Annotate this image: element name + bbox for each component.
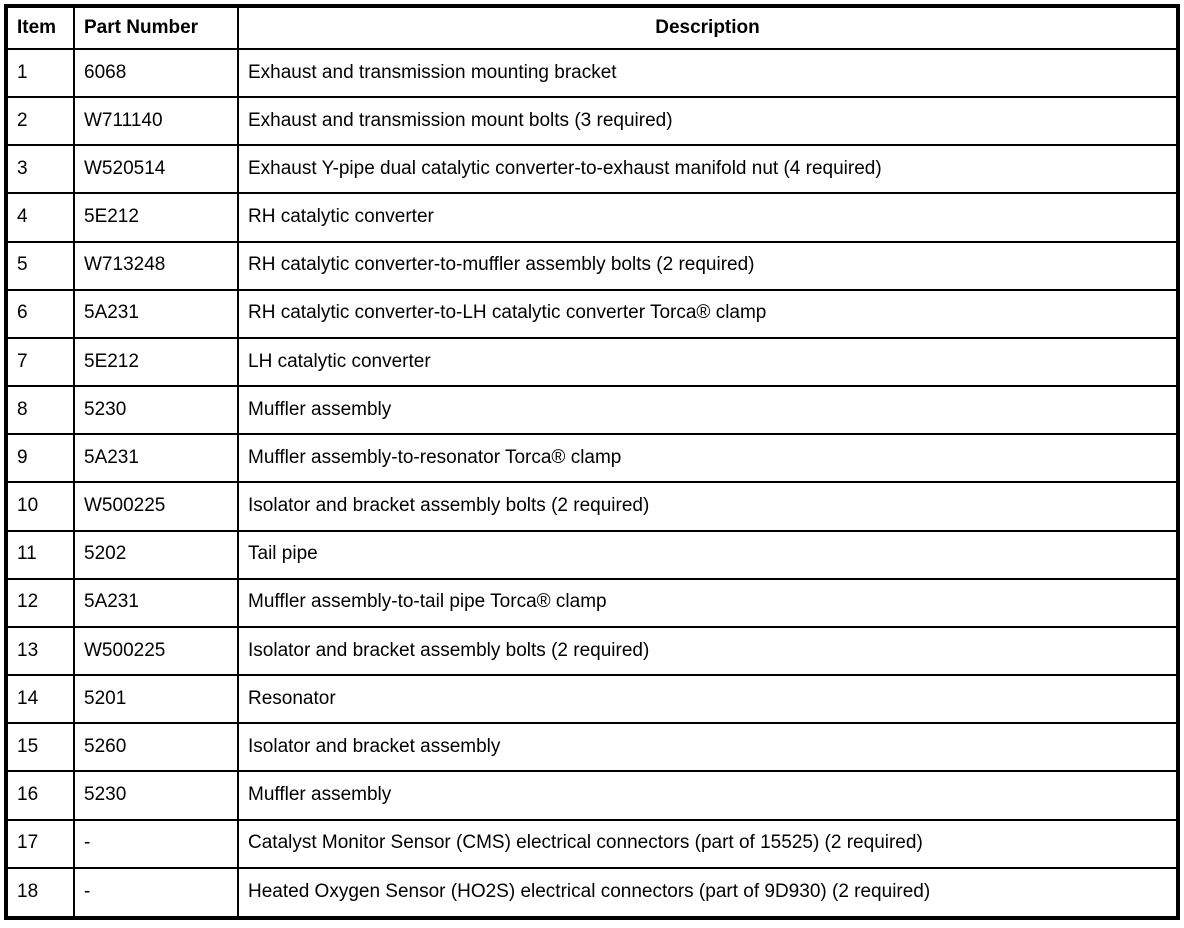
column-header-item: Item <box>5 5 75 50</box>
cell-item: 1 <box>5 47 75 99</box>
table-row: 6 5A231 RH catalytic converter-to-LH cat… <box>5 288 1179 339</box>
cell-item: 5 <box>5 240 75 291</box>
cell-part-number: W500225 <box>73 481 239 532</box>
cell-description: RH catalytic converter-to-muffler assemb… <box>237 240 1179 291</box>
cell-description: Isolator and bracket assembly bolts (2 r… <box>237 625 1179 677</box>
cell-part-number: W711140 <box>73 96 239 147</box>
table-row: 15 5260 Isolator and bracket assembly <box>5 722 1179 773</box>
cell-description: Muffler assembly <box>237 385 1179 436</box>
cell-item: 8 <box>5 385 75 436</box>
table-row: 14 5201 Resonator <box>5 674 1179 725</box>
cell-part-number: 5A231 <box>73 288 239 339</box>
cell-description: Exhaust Y-pipe dual catalytic converter-… <box>237 144 1179 195</box>
cell-item: 18 <box>5 866 75 920</box>
cell-item: 2 <box>5 96 75 147</box>
table-row: 7 5E212 LH catalytic converter <box>5 336 1179 388</box>
parts-table: Item Part Number Description 1 6068 Exha… <box>4 4 1180 920</box>
cell-description: Tail pipe <box>237 529 1179 580</box>
table-row: 16 5230 Muffler assembly <box>5 770 1179 821</box>
cell-part-number: 5202 <box>73 529 239 580</box>
cell-part-number: 5A231 <box>73 577 239 628</box>
cell-description: Muffler assembly-to-tail pipe Torca® cla… <box>237 577 1179 628</box>
cell-item: 6 <box>5 288 75 339</box>
table-row: 4 5E212 RH catalytic converter <box>5 192 1179 243</box>
cell-description: Catalyst Monitor Sensor (CMS) electrical… <box>237 818 1179 869</box>
table-row: 13 W500225 Isolator and bracket assembly… <box>5 625 1179 677</box>
cell-part-number: 5230 <box>73 385 239 436</box>
cell-part-number: 5260 <box>73 722 239 773</box>
cell-item: 12 <box>5 577 75 628</box>
cell-part-number: - <box>73 866 239 920</box>
cell-description: Exhaust and transmission mount bolts (3 … <box>237 96 1179 147</box>
cell-item: 7 <box>5 336 75 388</box>
column-header-part-number: Part Number <box>73 5 239 50</box>
table-row: 10 W500225 Isolator and bracket assembly… <box>5 481 1179 532</box>
table-row: 2 W711140 Exhaust and transmission mount… <box>5 96 1179 147</box>
table-row: 1 6068 Exhaust and transmission mounting… <box>5 47 1179 99</box>
cell-part-number: - <box>73 818 239 869</box>
cell-description: Exhaust and transmission mounting bracke… <box>237 47 1179 99</box>
parts-list-page: Item Part Number Description 1 6068 Exha… <box>0 4 1184 928</box>
table-row: 5 W713248 RH catalytic converter-to-muff… <box>5 240 1179 291</box>
cell-item: 14 <box>5 674 75 725</box>
cell-description: Heated Oxygen Sensor (HO2S) electrical c… <box>237 866 1179 920</box>
cell-item: 9 <box>5 433 75 484</box>
cell-item: 16 <box>5 770 75 821</box>
cell-description: LH catalytic converter <box>237 336 1179 388</box>
cell-description: Isolator and bracket assembly <box>237 722 1179 773</box>
cell-part-number: 5201 <box>73 674 239 725</box>
cell-part-number: 5A231 <box>73 433 239 484</box>
table-row: 9 5A231 Muffler assembly-to-resonator To… <box>5 433 1179 484</box>
cell-item: 17 <box>5 818 75 869</box>
table-row: 8 5230 Muffler assembly <box>5 385 1179 436</box>
cell-item: 11 <box>5 529 75 580</box>
table-row: 11 5202 Tail pipe <box>5 529 1179 580</box>
table-row: 3 W520514 Exhaust Y-pipe dual catalytic … <box>5 144 1179 195</box>
table-row: 18 - Heated Oxygen Sensor (HO2S) electri… <box>5 866 1179 920</box>
column-header-description: Description <box>237 5 1179 50</box>
cell-part-number: 5230 <box>73 770 239 821</box>
cell-description: Isolator and bracket assembly bolts (2 r… <box>237 481 1179 532</box>
cell-item: 15 <box>5 722 75 773</box>
cell-part-number: 5E212 <box>73 336 239 388</box>
cell-description: RH catalytic converter-to-LH catalytic c… <box>237 288 1179 339</box>
cell-description: Muffler assembly <box>237 770 1179 821</box>
cell-part-number: 6068 <box>73 47 239 99</box>
cell-item: 4 <box>5 192 75 243</box>
cell-part-number: W520514 <box>73 144 239 195</box>
cell-item: 13 <box>5 625 75 677</box>
cell-description: Muffler assembly-to-resonator Torca® cla… <box>237 433 1179 484</box>
cell-part-number: 5E212 <box>73 192 239 243</box>
cell-part-number: W500225 <box>73 625 239 677</box>
cell-item: 3 <box>5 144 75 195</box>
cell-part-number: W713248 <box>73 240 239 291</box>
table-header-row: Item Part Number Description <box>5 5 1179 50</box>
table-row: 12 5A231 Muffler assembly-to-tail pipe T… <box>5 577 1179 628</box>
cell-item: 10 <box>5 481 75 532</box>
cell-description: RH catalytic converter <box>237 192 1179 243</box>
table-row: 17 - Catalyst Monitor Sensor (CMS) elect… <box>5 818 1179 869</box>
cell-description: Resonator <box>237 674 1179 725</box>
